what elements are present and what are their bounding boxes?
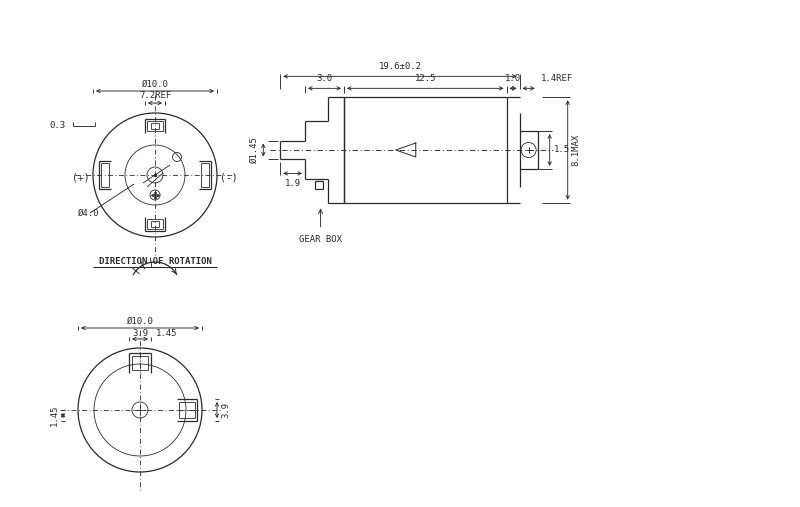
Text: 1.45: 1.45 <box>156 329 178 338</box>
Text: Ø1.45: Ø1.45 <box>250 136 258 163</box>
Text: 1.0: 1.0 <box>505 75 521 83</box>
Text: (+): (+) <box>72 172 90 182</box>
Text: 8.1MAX: 8.1MAX <box>572 134 581 166</box>
Text: 3.9: 3.9 <box>222 402 230 418</box>
Text: Ø10.0: Ø10.0 <box>126 316 154 325</box>
Text: 19.6±0.2: 19.6±0.2 <box>378 62 422 71</box>
Text: (-): (-) <box>220 172 238 182</box>
Text: DIRECTION OF ROTATION: DIRECTION OF ROTATION <box>98 257 211 266</box>
Text: 3.0: 3.0 <box>317 75 333 83</box>
Text: 12.5: 12.5 <box>414 75 436 83</box>
Text: 1.45: 1.45 <box>50 405 58 426</box>
Text: Ø10.0: Ø10.0 <box>142 80 169 89</box>
Text: 0.3: 0.3 <box>49 122 65 130</box>
Text: 7.2REF: 7.2REF <box>139 91 171 100</box>
Text: GEAR BOX: GEAR BOX <box>299 235 342 244</box>
Text: 1.9: 1.9 <box>285 179 301 189</box>
Text: 1.5: 1.5 <box>554 146 570 155</box>
Text: Ø4.0: Ø4.0 <box>78 208 99 218</box>
Text: 3.9: 3.9 <box>132 329 148 338</box>
Text: 1.4REF: 1.4REF <box>541 75 573 83</box>
